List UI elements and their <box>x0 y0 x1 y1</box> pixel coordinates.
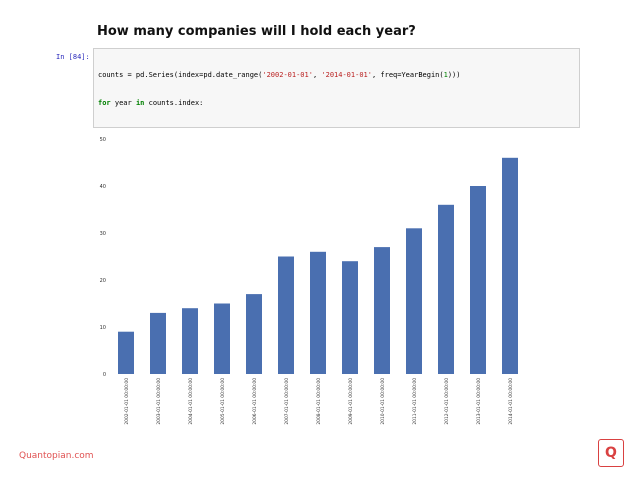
cell-prompt: In [84]: <box>56 53 90 61</box>
x-axis: 2002-01-01 00:00:00 2003-01-01 00:00:00 20… <box>124 378 514 425</box>
x-tick-label: 2012-01-01 00:00:00 <box>444 378 450 425</box>
bar <box>470 186 486 374</box>
bar <box>246 294 262 374</box>
x-tick-label: 2003-01-01 00:00:00 <box>156 378 162 425</box>
y-axis: 0 10 20 30 40 50 <box>100 137 106 378</box>
y-tick-label: 30 <box>100 231 106 237</box>
bar-series <box>118 157 518 374</box>
x-tick-label: 2004-01-01 00:00:00 <box>188 378 194 425</box>
code-line: counts[year] = len(CEOs_count[(CEOs_coun… <box>98 127 575 128</box>
code-line: counts = pd.Series(index=pd.date_range('… <box>98 71 461 80</box>
bar <box>502 157 518 374</box>
bar <box>118 331 134 374</box>
x-tick-label: 2005-01-01 00:00:00 <box>220 378 226 425</box>
code-cell[interactable]: counts = pd.Series(index=pd.date_range('… <box>93 48 580 128</box>
quantopian-q-logo-icon: Q <box>598 439 624 467</box>
y-tick-label: 10 <box>100 325 106 331</box>
bar <box>214 303 230 374</box>
slide-title: How many companies will I hold each year… <box>97 24 416 39</box>
bar <box>150 312 166 374</box>
y-tick-label: 20 <box>100 278 106 284</box>
x-tick-label: 2010-01-01 00:00:00 <box>380 378 386 425</box>
bar <box>342 261 358 374</box>
code-line: for year in counts.index: <box>98 99 204 107</box>
x-tick-label: 2007-01-01 00:00:00 <box>284 378 290 425</box>
x-tick-label: 2014-01-01 00:00:00 <box>508 378 514 425</box>
y-tick-label: 50 <box>100 137 106 143</box>
logo-glyph: Q <box>605 445 617 461</box>
bar <box>310 251 326 374</box>
bar <box>406 228 422 374</box>
x-tick-label: 2006-01-01 00:00:00 <box>252 378 258 425</box>
x-tick-label: 2013-01-01 00:00:00 <box>476 378 482 425</box>
x-tick-label: 2002-01-01 00:00:00 <box>124 378 130 425</box>
x-tick-label: 2009-01-01 00:00:00 <box>348 378 354 425</box>
y-tick-label: 40 <box>100 184 106 190</box>
bar <box>438 204 454 374</box>
x-tick-label: 2008-01-01 00:00:00 <box>316 378 322 425</box>
bar <box>182 308 198 374</box>
y-tick-label: 0 <box>103 372 106 378</box>
x-tick-label: 2011-01-01 00:00:00 <box>412 378 418 425</box>
bar <box>374 247 390 374</box>
bar <box>278 256 294 374</box>
footer-link[interactable]: Quantopian.com <box>19 451 94 461</box>
